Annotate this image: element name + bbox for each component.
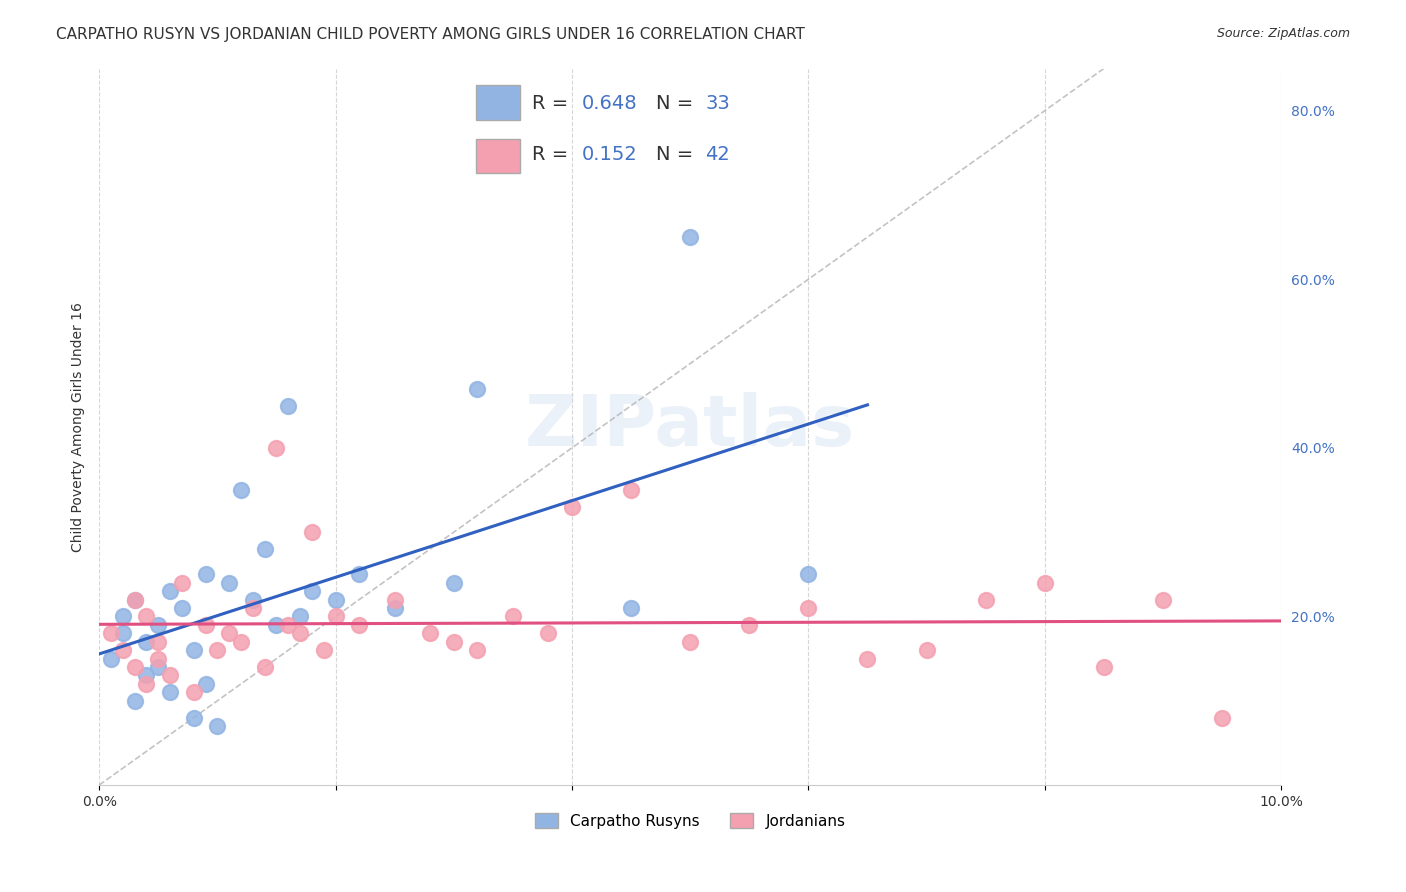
Point [679,230,702,244]
Point [288,626,311,640]
Point [124,592,146,607]
Point [253,660,276,674]
Legend: Carpatho Rusyns, Jordanians: Carpatho Rusyns, Jordanians [529,806,852,835]
Point [1033,575,1056,590]
Point [148,651,170,665]
Point [277,618,299,632]
Point [183,711,205,725]
Point [301,525,323,540]
Point [253,542,276,557]
Point [170,575,193,590]
Point [229,483,252,497]
Text: N =: N = [655,145,693,164]
Point [124,660,146,674]
Point [170,601,193,615]
Text: CARPATHO RUSYN VS JORDANIAN CHILD POVERTY AMONG GIRLS UNDER 16 CORRELATION CHART: CARPATHO RUSYN VS JORDANIAN CHILD POVERT… [56,27,806,42]
Point [537,626,560,640]
Point [135,634,157,648]
Point [100,651,122,665]
Text: R =: R = [531,145,568,164]
Point [443,634,465,648]
Text: R =: R = [531,95,568,113]
Point [347,618,370,632]
Point [974,592,997,607]
Text: 42: 42 [706,145,730,164]
Point [620,601,643,615]
Point [1152,592,1174,607]
FancyBboxPatch shape [477,86,520,120]
Point [148,660,170,674]
Point [325,609,347,624]
Point [443,575,465,590]
Point [111,626,134,640]
Point [620,483,643,497]
Point [242,601,264,615]
Point [124,592,146,607]
Point [111,643,134,657]
Point [148,634,170,648]
Point [1092,660,1115,674]
Point [384,601,406,615]
Point [229,634,252,648]
Point [1211,711,1233,725]
Point [856,651,879,665]
Point [207,643,229,657]
Text: 0.648: 0.648 [582,95,637,113]
Point [218,626,240,640]
Point [347,567,370,582]
Point [159,584,181,599]
FancyBboxPatch shape [477,138,520,173]
Text: 33: 33 [706,95,730,113]
Text: ZIPatlas: ZIPatlas [524,392,855,461]
Point [301,584,323,599]
Point [738,618,761,632]
Point [124,694,146,708]
Point [266,441,288,455]
Point [266,618,288,632]
Point [561,500,583,514]
Point [384,592,406,607]
Point [312,643,335,657]
Point [467,643,489,657]
Text: N =: N = [655,95,693,113]
Point [218,575,240,590]
Point [194,618,217,632]
Point [679,634,702,648]
Point [111,609,134,624]
Point [502,609,524,624]
Point [159,685,181,699]
Point [135,677,157,691]
Point [467,382,489,396]
Point [915,643,938,657]
Point [100,626,122,640]
Point [242,592,264,607]
Point [148,618,170,632]
Point [288,609,311,624]
Y-axis label: Child Poverty Among Girls Under 16: Child Poverty Among Girls Under 16 [72,301,86,552]
Point [325,592,347,607]
Point [183,685,205,699]
Point [194,677,217,691]
Point [183,643,205,657]
Point [194,567,217,582]
Text: 0.152: 0.152 [582,145,637,164]
Point [159,668,181,682]
Point [277,399,299,413]
Point [135,668,157,682]
Point [419,626,441,640]
Point [797,601,820,615]
Point [135,609,157,624]
Point [797,567,820,582]
Text: Source: ZipAtlas.com: Source: ZipAtlas.com [1216,27,1350,40]
Point [207,719,229,733]
